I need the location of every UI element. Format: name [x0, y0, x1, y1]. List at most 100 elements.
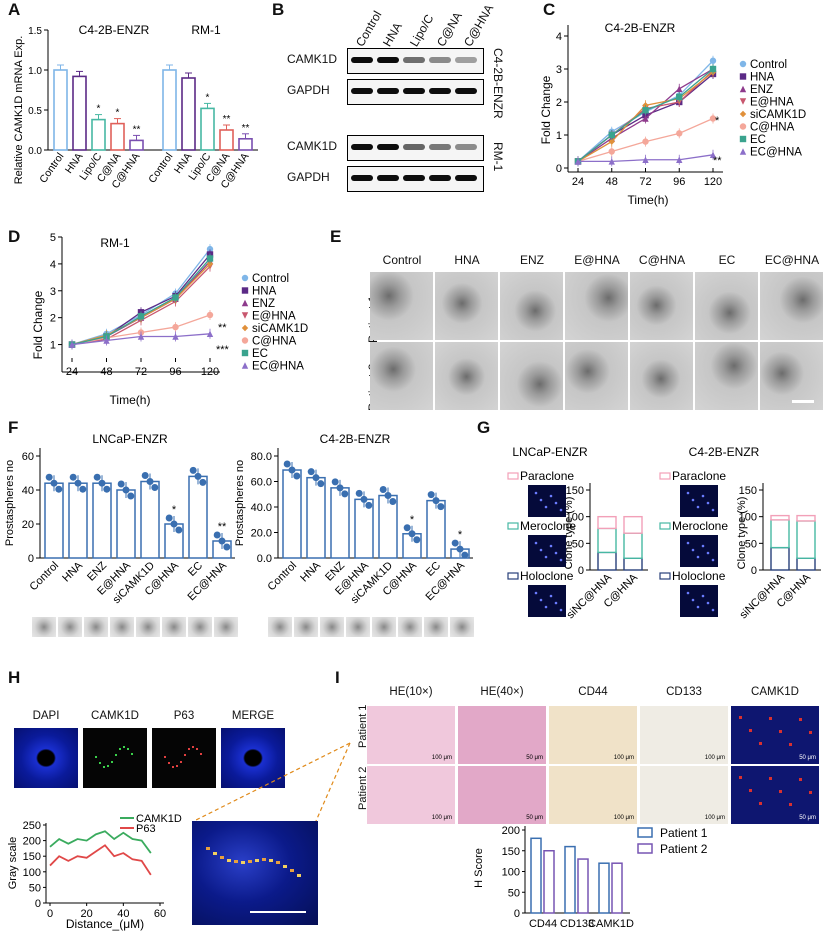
i-red-signal	[769, 777, 772, 780]
f-left-dot	[74, 479, 82, 487]
i-bar	[577, 858, 589, 914]
panel-i-images: HE(10×) HE(40×) CD44 CD133 CAMK1D Patient 1 …	[355, 668, 824, 824]
g-right-clone-cell	[696, 605, 700, 609]
panel-f-sphere-strip-left	[32, 617, 244, 637]
h-signal-dot	[123, 746, 125, 748]
legend-label: EC@HNA	[252, 361, 304, 373]
f-left-dot	[165, 514, 173, 522]
i-col-label: CAMK1D	[751, 686, 799, 698]
h-zoom-signal	[220, 856, 224, 859]
e-col-label: E@HNA	[574, 253, 620, 267]
h-series-camk1d	[49, 830, 152, 854]
g-left-ytick-label: 100	[566, 512, 584, 524]
blot-row-label-3: CAMK1D	[287, 139, 338, 153]
f-left-dot	[103, 485, 111, 493]
g-right-clone-cell	[701, 494, 705, 498]
legend-marker	[739, 110, 747, 118]
g-left-stack-meroclone	[597, 527, 617, 554]
g-right-stack-paraclone	[796, 514, 816, 522]
g-left-clone-cell	[549, 594, 553, 598]
data-point	[68, 341, 76, 348]
i-bar	[543, 850, 555, 914]
g-left-clone-swatch	[507, 472, 519, 480]
panel-a-ylabel: Relative CAMK1D mRNA Exp.	[13, 36, 25, 185]
data-point	[709, 65, 717, 73]
e-micrograph	[565, 342, 628, 410]
g-right-clone-cell	[686, 541, 690, 545]
f-right-dot	[403, 524, 411, 532]
g-right-clone-cell	[701, 544, 705, 548]
e-micrograph	[630, 342, 693, 410]
blot-band	[351, 57, 373, 63]
f-right-dot	[408, 530, 416, 538]
panel-label-b: B	[272, 0, 285, 19]
i-red-signal	[789, 803, 792, 806]
legend-label: ENZ	[750, 84, 773, 96]
f-sphere-thumb	[188, 617, 212, 637]
g-right-clone-image	[680, 535, 718, 567]
i-red-signal	[779, 790, 782, 793]
h-zoom-signal	[297, 874, 301, 877]
f-left-star: **	[218, 521, 227, 533]
g-left-clone-cell	[554, 551, 558, 555]
blot-band	[351, 88, 373, 94]
data-point	[642, 156, 649, 163]
h-channel-label: CAMK1D	[91, 710, 139, 722]
i-red-signal	[809, 791, 812, 794]
f-left-dot	[69, 473, 77, 481]
f-right-dot	[461, 551, 469, 559]
f-sphere-thumb	[268, 617, 292, 637]
a-bar	[91, 118, 106, 151]
i-scale-label: 50 μm	[799, 815, 816, 821]
g-right-clone-cell	[711, 558, 715, 562]
h-signal-dot	[200, 753, 202, 755]
panel-c-star-a: *	[715, 115, 720, 127]
e-micrograph	[435, 342, 498, 410]
g-right-clone-label: Paraclone	[672, 469, 726, 483]
f-left-dot	[213, 531, 221, 539]
g-left-clone-cell	[534, 491, 538, 495]
legend-label: E@HNA	[750, 97, 794, 109]
panel-c-title: C4-2B-ENZR	[605, 21, 676, 35]
i-scale-label: 100 μm	[431, 815, 452, 821]
h-signal-dot	[103, 766, 105, 768]
f-sphere-thumb	[346, 617, 370, 637]
legend-marker	[241, 274, 249, 282]
i-red-signal	[779, 730, 782, 733]
h-channel-image	[14, 728, 78, 788]
a-bar	[162, 69, 177, 151]
data-point	[206, 260, 214, 268]
i-col-label: CD133	[666, 686, 702, 698]
legend-label: Control	[750, 59, 787, 71]
data-point	[172, 333, 179, 340]
f-sphere-thumb	[32, 617, 56, 637]
h-legend-label: CAMK1D	[136, 813, 182, 825]
g-left-clone-cell	[544, 505, 548, 509]
g-right-clone-cell	[691, 498, 695, 502]
g-left-clone-swatch	[507, 572, 519, 580]
legend-label: Control	[252, 273, 289, 285]
h-zoom-signal	[248, 860, 252, 863]
i-ihc-image: 100 μm	[549, 766, 637, 824]
i-red-signal	[739, 716, 742, 719]
i-ihc-image: 50 μm	[731, 766, 819, 824]
i-scale-label: 100 μm	[613, 755, 634, 761]
h-zoom-signal	[206, 847, 210, 850]
blot-band	[403, 144, 425, 150]
xtick-label: 48	[100, 366, 112, 378]
xtick-label: 24	[572, 176, 584, 188]
blot-band	[429, 175, 451, 181]
ytick-label: 3	[556, 64, 562, 76]
f-left-dot	[79, 485, 87, 493]
ytick-label: 5	[50, 232, 56, 244]
g-right-clone-cell	[701, 594, 705, 598]
f-right-bar	[306, 476, 326, 559]
ytick-label: 3	[50, 286, 56, 298]
i-red-signal	[789, 743, 792, 746]
a-star: **	[133, 124, 141, 135]
a-ytick-label: 0.0	[28, 146, 42, 157]
legend-label: HNA	[750, 72, 775, 84]
h-xtick-label: 60	[154, 908, 166, 920]
blot-lane-header: HNA	[380, 20, 405, 49]
f-left-dot	[93, 473, 101, 481]
